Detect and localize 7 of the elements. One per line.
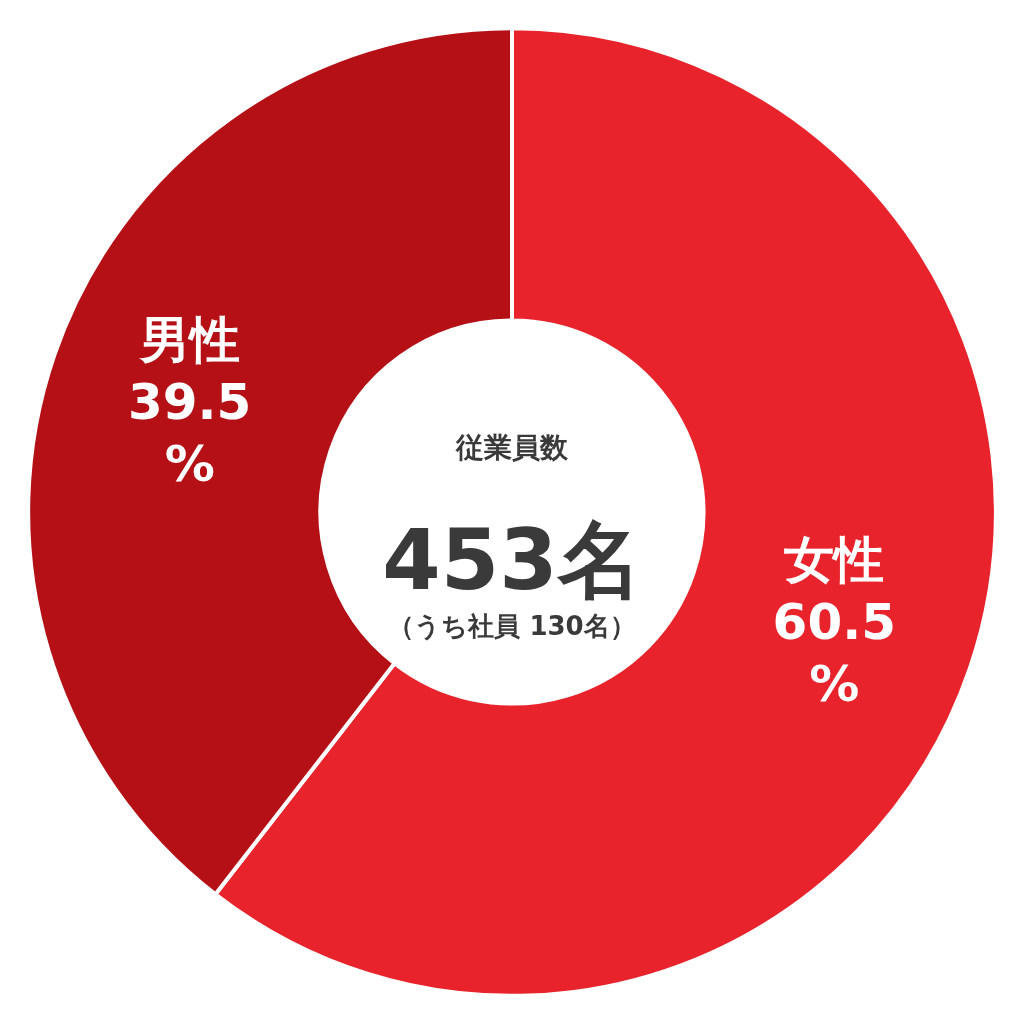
text: 従業員数 bbox=[455, 430, 569, 464]
data-label: 60.5% bbox=[772, 593, 896, 714]
slice-label: 女性 bbox=[783, 531, 885, 590]
slice-label: 男性 bbox=[137, 310, 240, 369]
text: （うち社員 130名） bbox=[388, 611, 636, 641]
data-label: 39.5% bbox=[128, 372, 252, 493]
text: 453名 bbox=[382, 511, 642, 609]
